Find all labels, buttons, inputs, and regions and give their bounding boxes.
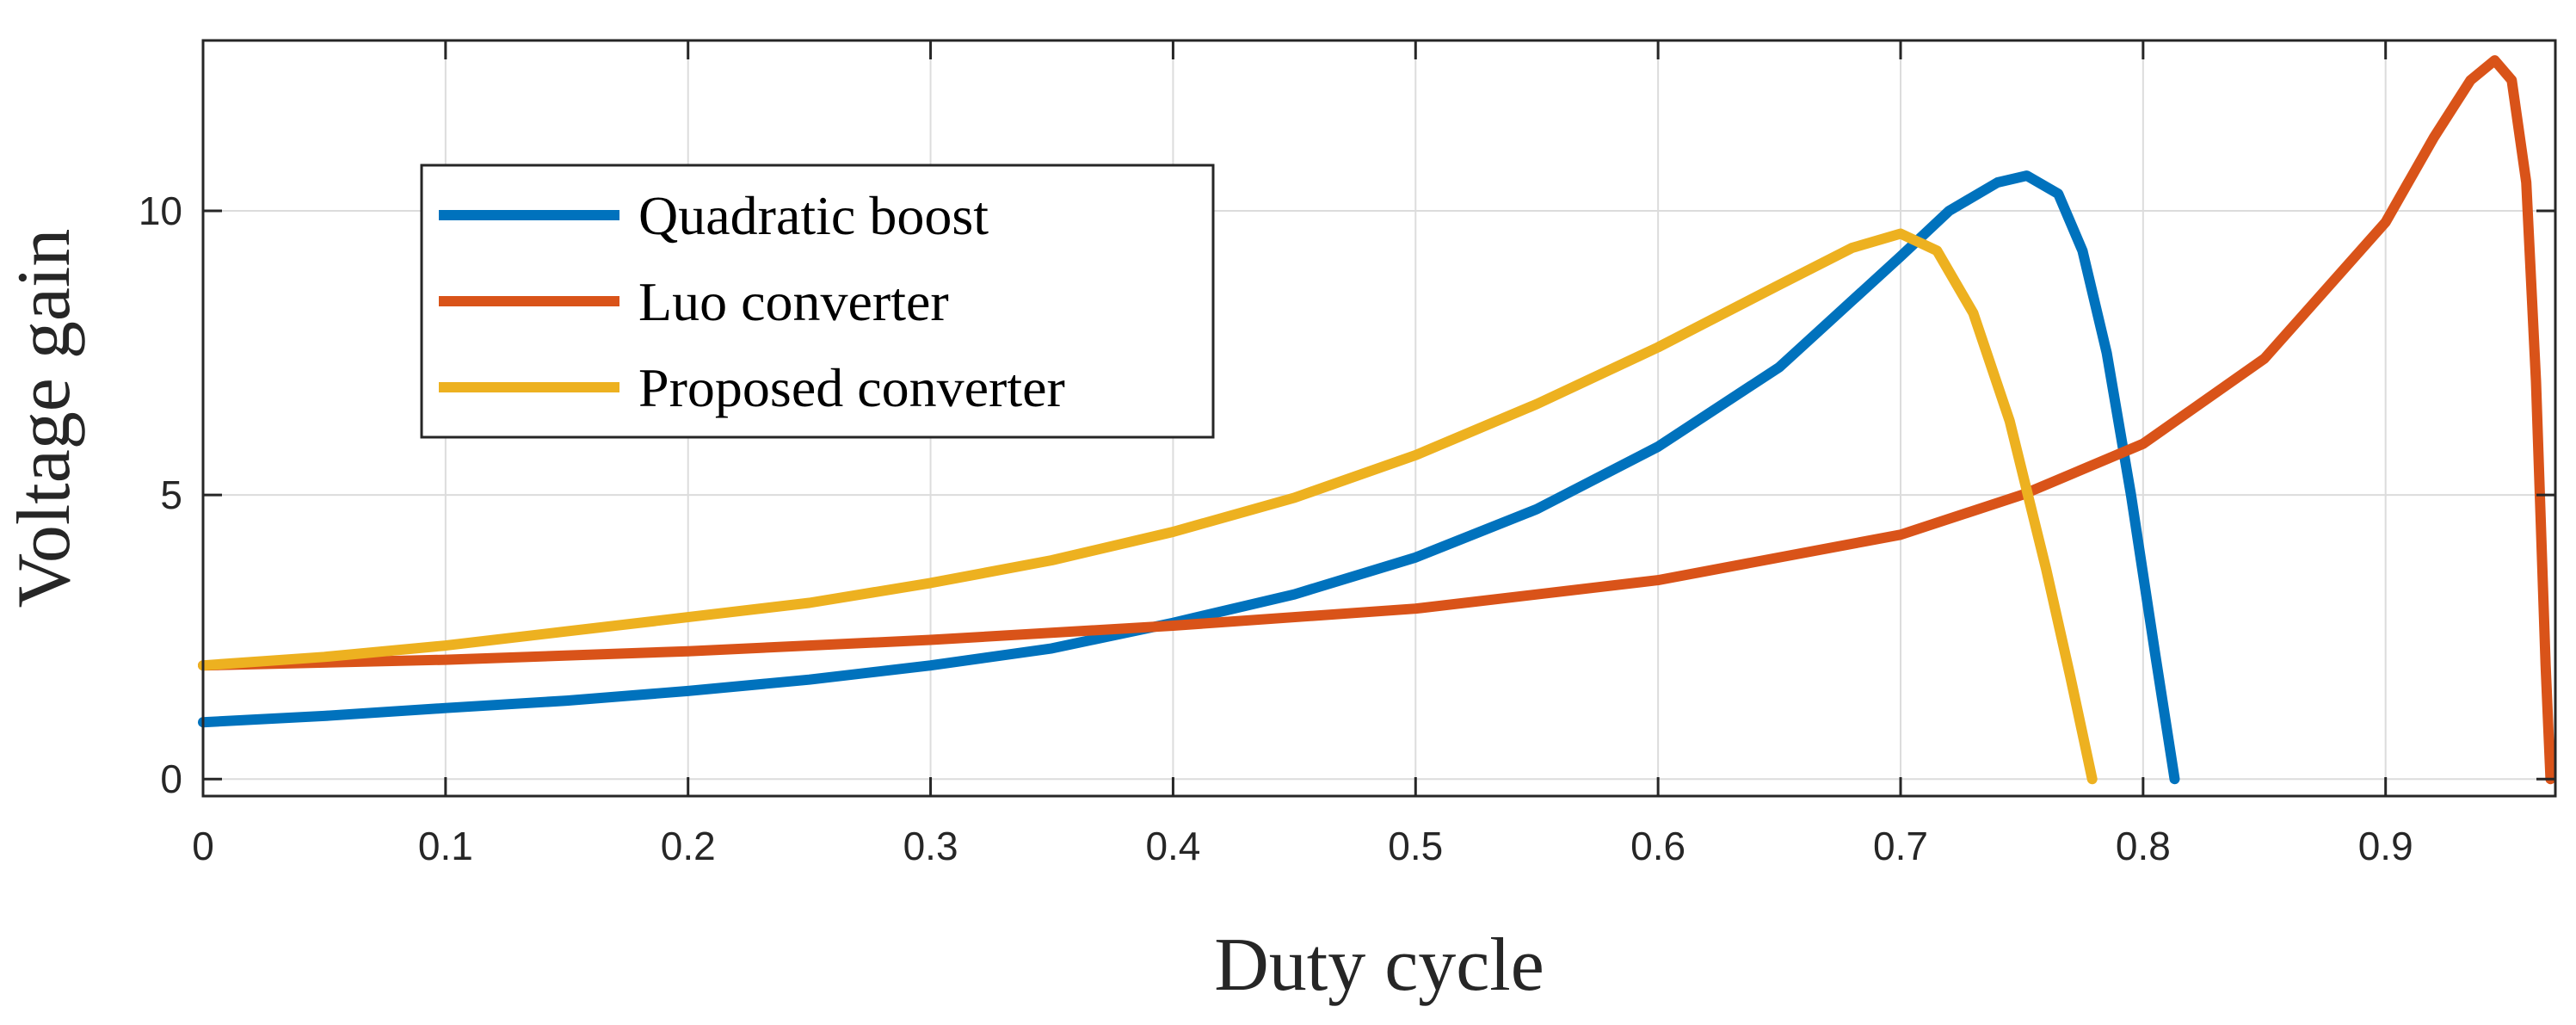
y-tick-label: 5 <box>160 472 182 517</box>
x-tick-label: 0.7 <box>1873 824 1928 868</box>
x-tick-label: 0.8 <box>2116 824 2171 868</box>
series-group <box>198 55 2556 785</box>
x-tick-label: 0 <box>192 824 214 868</box>
y-axis-title: Voltage gain <box>3 229 86 608</box>
series-line-3 <box>198 228 2098 785</box>
series-line-2 <box>198 55 2556 785</box>
x-axis-title: Duty cycle <box>1214 923 1544 1007</box>
y-tick-label: 10 <box>139 188 182 233</box>
x-tick-label: 0.6 <box>1630 824 1685 868</box>
x-tick-label: 0.2 <box>661 824 716 868</box>
series-line-1 <box>198 170 2180 785</box>
x-tick-label: 0.4 <box>1145 824 1200 868</box>
legend-label-2: Luo converter <box>638 271 949 332</box>
plot-frame <box>201 39 2557 798</box>
x-tick-label: 0.3 <box>903 824 958 868</box>
y-tick-label: 0 <box>160 756 182 801</box>
legend: Quadratic boost Luo converter Proposed con… <box>420 164 1215 439</box>
x-tick-label: 0.9 <box>2358 824 2413 868</box>
x-tick-label: 0.1 <box>418 824 473 868</box>
ticks: 0 0.1 0.2 0.3 0.4 0.5 0.6 0.7 0.8 0.9 0 5 10 <box>139 40 2555 868</box>
legend-label-1: Quadratic boost <box>638 185 989 246</box>
legend-label-3: Proposed converter <box>638 357 1065 418</box>
x-tick-label: 0.5 <box>1388 824 1443 868</box>
